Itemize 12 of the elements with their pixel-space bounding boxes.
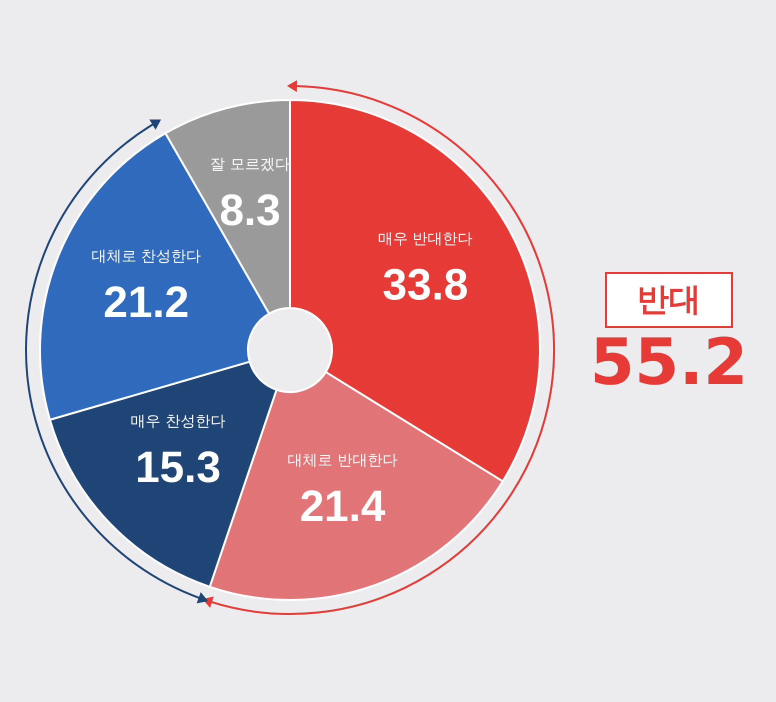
slice-label: 대체로 반대한다	[288, 450, 398, 469]
data-label: 8.3	[219, 186, 281, 236]
slice-label: 대체로 찬성한다	[91, 247, 202, 266]
data-label: 21.4	[300, 482, 386, 531]
data-label: 33.8	[382, 260, 468, 310]
slice-label: 매우 찬성한다	[130, 412, 226, 430]
text: 반대	[636, 280, 701, 318]
slice-label: 매우 반대한다	[378, 229, 473, 248]
text: 55.2	[590, 326, 748, 400]
slice-label: 잘 모르겠다	[210, 155, 290, 174]
data-label: 15.3	[135, 443, 221, 492]
data-label: 21.2	[103, 278, 190, 328]
